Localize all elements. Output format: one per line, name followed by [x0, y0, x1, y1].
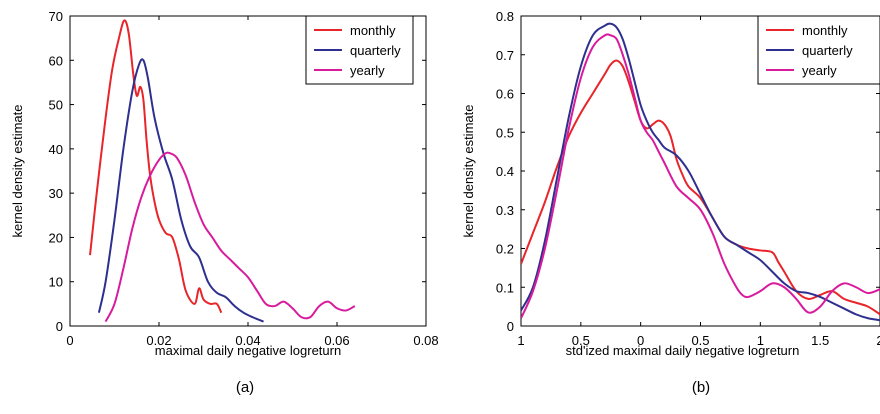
y-tick-label: 0.7: [496, 48, 514, 63]
x-tick-label: 1.5: [811, 333, 829, 348]
x-tick-label: 1: [757, 333, 764, 348]
y-tick-label: 0.4: [496, 164, 514, 179]
x-axis-label: maximal daily negative logreturn: [155, 343, 341, 358]
x-tick-label: 1: [517, 333, 524, 348]
y-tick-label: 0.8: [496, 9, 514, 24]
y-tick-label: 0.2: [496, 242, 514, 257]
series-yearly: [104, 151, 356, 323]
x-tick-label: 0.08: [413, 333, 438, 348]
series-monthly: [521, 59, 880, 316]
y-tick-label: 10: [49, 275, 63, 290]
y-tick-label: 0: [507, 319, 514, 334]
chart-a: 0 0.02 0.04 0.06 0.08 0 10 20 30 40 50 60 70 maximal …: [10, 9, 439, 396]
legend: monthly quarterly yearly: [305, 15, 414, 85]
x-tick-label: 0: [637, 333, 644, 348]
panel-label: (b): [692, 379, 710, 396]
legend-label-monthly: monthly: [350, 23, 396, 38]
y-tick-label: 0.1: [496, 280, 514, 295]
x-tick-label: 0.06: [324, 333, 349, 348]
series-yearly: [521, 33, 880, 319]
x-tick-label: 0.04: [235, 333, 260, 348]
legend: monthly quarterly yearly: [757, 15, 880, 85]
y-tick-label: 0.3: [496, 203, 514, 218]
y-axis-label: kernel density estimate: [461, 105, 476, 238]
x-axis-label: std'ized maximal daily negative logretur…: [566, 343, 800, 358]
panel-label: (a): [236, 379, 254, 396]
series-quarterly: [97, 58, 264, 323]
legend-label-monthly: monthly: [802, 23, 848, 38]
y-tick-label: 60: [49, 53, 63, 68]
y-tick-label: 0: [56, 319, 63, 334]
legend-label-yearly: yearly: [802, 63, 837, 78]
y-tick-label: 30: [49, 186, 63, 201]
series-quarterly: [521, 22, 880, 322]
x-tick-label: 2: [876, 333, 880, 348]
x-tick-label: 0.5: [572, 333, 590, 348]
y-tick-label: 70: [49, 9, 63, 24]
chart-b: 1 0.5 0 0.5 1 1.5 2 0 0.1 0.2 0.3 0.4 0.5 0.6 0.7 0.8 st…: [461, 9, 880, 396]
y-tick-label: 40: [49, 142, 63, 157]
x-tick-label: 0: [66, 333, 73, 348]
y-tick-label: 0.6: [496, 87, 514, 102]
x-tick-label: 0.5: [691, 333, 709, 348]
x-tick-label: 0.02: [146, 333, 171, 348]
legend-label-quarterly: quarterly: [350, 43, 401, 58]
legend-label-quarterly: quarterly: [802, 43, 853, 58]
y-tick-label: 0.5: [496, 125, 514, 140]
legend-label-yearly: yearly: [350, 63, 385, 78]
y-axis-label: kernel density estimate: [10, 105, 25, 238]
y-tick-label: 20: [49, 230, 63, 245]
y-tick-label: 50: [49, 98, 63, 113]
